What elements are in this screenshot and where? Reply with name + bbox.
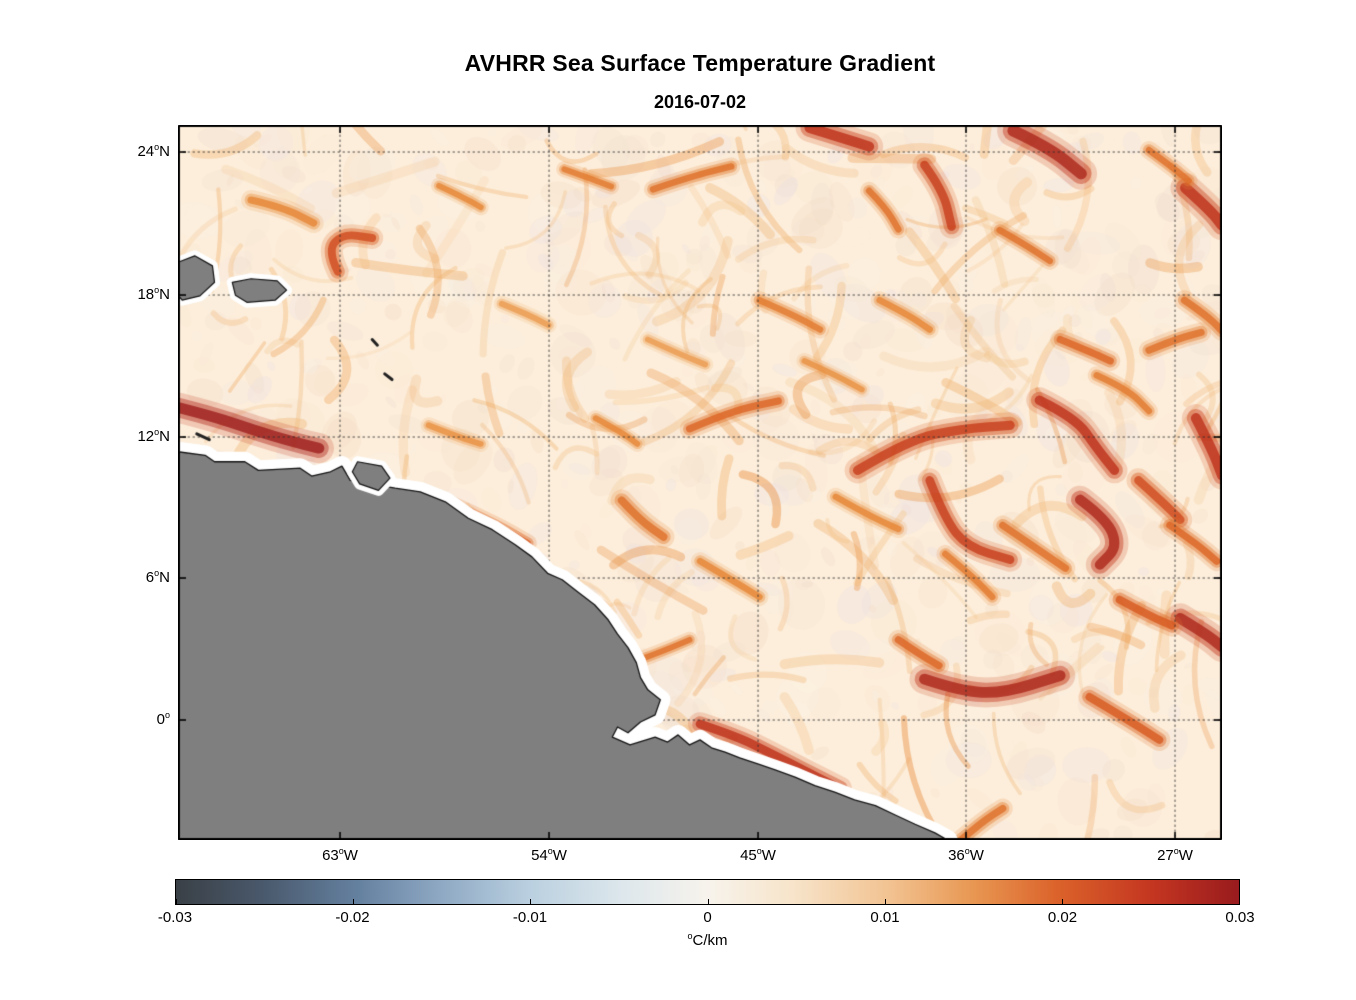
colorbar-tick: [1061, 899, 1063, 904]
colorbar-tick: [176, 899, 177, 904]
colorbar-tick-label: -0.02: [335, 909, 370, 926]
x-tick-label: 63oW: [322, 846, 358, 864]
y-tick-label: 18oN: [137, 285, 170, 304]
y-tick-label: 12oN: [137, 427, 170, 446]
colorbar-tick-labels: -0.03 -0.02 -0.01 0 0.01 0.02 0.03: [158, 909, 1255, 929]
x-tick-label: 27oW: [1157, 846, 1193, 864]
map-canvas: [178, 125, 1222, 840]
plot-subtitle: 2016-07-02: [653, 92, 747, 112]
colorbar-tick-label: 0: [703, 909, 712, 926]
colorbar-tick: [1239, 899, 1240, 904]
y-tick-label: 0o: [156, 710, 170, 729]
unit-text: C/km: [692, 932, 728, 949]
colorbar-tick: [530, 899, 532, 904]
colorbar-tick-label: -0.03: [157, 909, 193, 926]
map-frame: [178, 125, 1222, 840]
colorbar: [175, 879, 1240, 905]
x-tick-label: 45oW: [740, 846, 776, 864]
y-tick-label: 24oN: [137, 142, 170, 161]
colorbar-tick: [707, 899, 709, 904]
y-tick-label: 6oN: [145, 568, 170, 587]
colorbar-tick-label: 0.02: [1047, 909, 1078, 926]
degree-symbol: o: [687, 931, 693, 941]
colorbar-unit-label: oC/km: [175, 931, 1240, 949]
x-tick-label: 54oW: [531, 846, 567, 864]
plot-title: AVHRR Sea Surface Temperature Gradient: [464, 50, 936, 76]
colorbar-tick: [353, 899, 355, 904]
colorbar-tick-label: 0.01: [870, 909, 900, 926]
colorbar-tick: [884, 899, 886, 904]
x-tick-label: 36oW: [948, 846, 984, 864]
colorbar-tick-label: 0.03: [1225, 909, 1255, 926]
colorbar-tick-label: -0.01: [512, 909, 548, 926]
